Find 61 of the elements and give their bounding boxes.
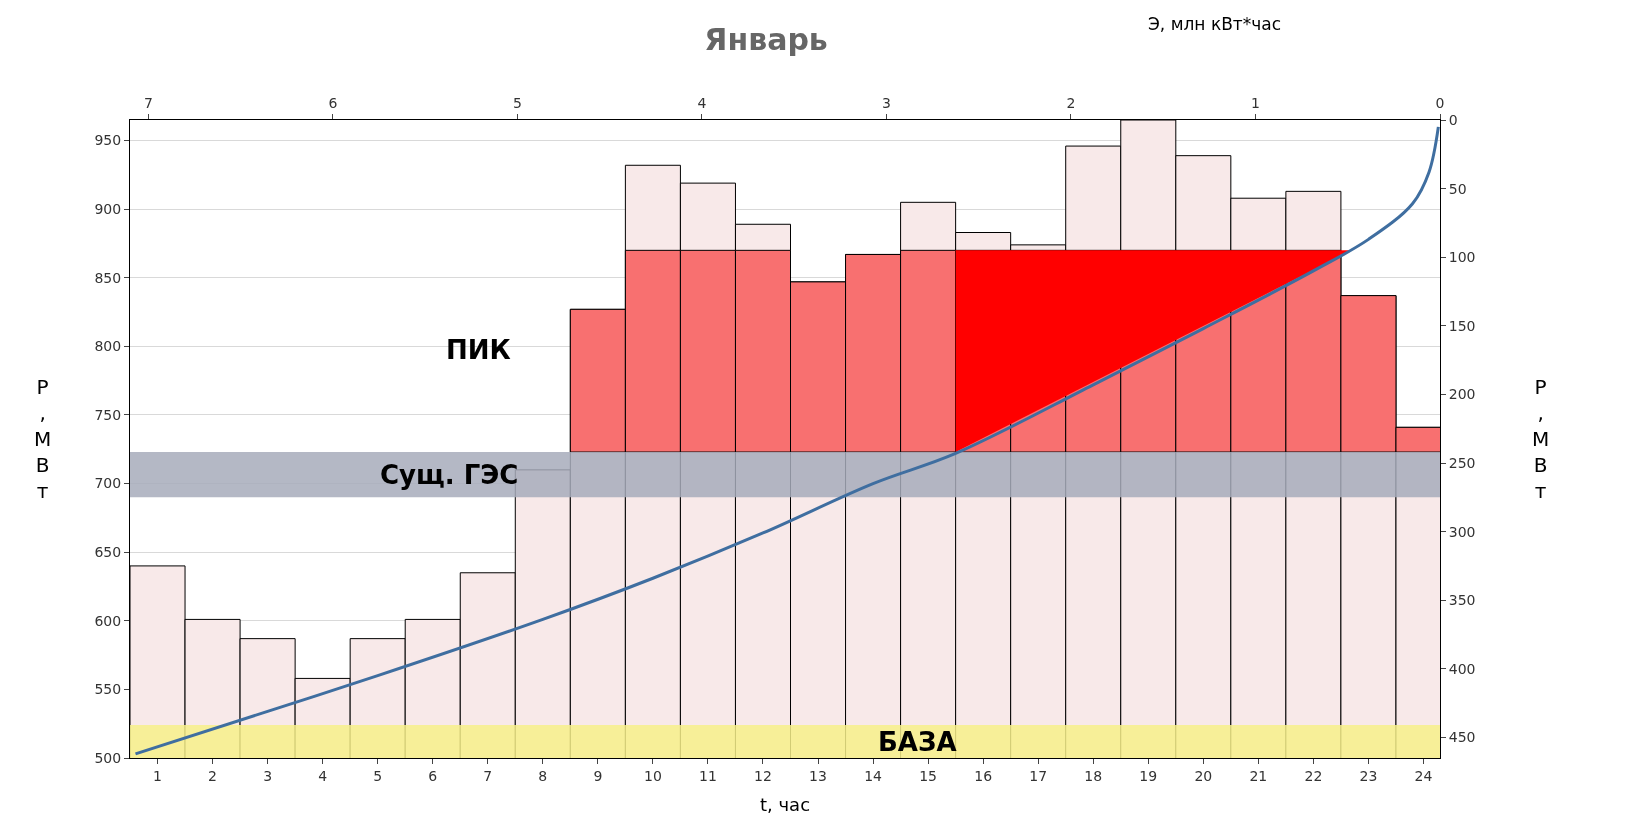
y2-axis-title: Р, МВт <box>1532 375 1550 503</box>
x-tick-label: 13 <box>809 767 827 784</box>
line-series <box>134 125 1440 756</box>
y-tick-label: 900 <box>94 201 122 218</box>
band-label: Сущ. ГЭС <box>380 460 519 490</box>
x-tick-label: 23 <box>1359 767 1378 784</box>
y-axis-title: Р, МВт <box>34 375 52 503</box>
y-tick-label: 700 <box>94 475 122 492</box>
x-tick-label: 21 <box>1249 767 1268 784</box>
y2-tick-label: 200 <box>1448 386 1476 403</box>
x-tick-label: 24 <box>1414 767 1433 784</box>
y2-tick-label: 300 <box>1448 523 1476 540</box>
y2-tick-label: 350 <box>1448 592 1476 609</box>
x-tick-label: 12 <box>754 767 772 784</box>
x-tick-label: 11 <box>699 767 717 784</box>
x2-tick-label: 1 <box>1251 95 1260 112</box>
x-tick-label: 5 <box>373 767 383 784</box>
y2-tick-label: 50 <box>1448 180 1467 197</box>
y-tick-label: 850 <box>94 269 122 286</box>
x-tick-label: 15 <box>919 767 938 784</box>
x2-axis-title: Э, млн кВт*час <box>1148 14 1282 34</box>
x-tick-label: 3 <box>263 767 273 784</box>
y-tick-label: 550 <box>94 681 122 698</box>
x-axis-title: t, час <box>759 793 811 815</box>
x2-tick-label: 5 <box>513 95 522 112</box>
x-tick-label: 1 <box>153 767 162 784</box>
y-tick-label: 500 <box>94 749 122 766</box>
x2-tick-label: 6 <box>328 95 338 112</box>
annotation: ПИК <box>446 335 511 365</box>
y2-tick-label: 250 <box>1448 454 1476 471</box>
y-tick-label: 950 <box>94 132 122 149</box>
x-tick-label: 14 <box>864 767 883 784</box>
x-tick-label: 16 <box>974 767 993 784</box>
x-tick-label: 2 <box>208 767 218 784</box>
x-tick-label: 4 <box>318 767 328 784</box>
x-tick-label: 10 <box>643 767 662 784</box>
x2-tick-label: 3 <box>882 95 891 112</box>
chart-title: Январь <box>704 22 828 58</box>
x-tick-label: 7 <box>483 767 493 784</box>
y2-tick-label: 450 <box>1448 729 1476 746</box>
x-tick-label: 9 <box>593 767 603 784</box>
x2-tick-label: 7 <box>143 95 153 112</box>
x-tick-label: 22 <box>1304 767 1323 784</box>
x-tick-label: 6 <box>428 767 438 784</box>
band-label: БАЗА <box>878 727 957 757</box>
y-tick-label: 600 <box>94 612 122 629</box>
x2-tick-label: 2 <box>1066 95 1076 112</box>
y-tick-label: 750 <box>94 406 122 423</box>
x2-tick-label: 0 <box>1435 95 1445 112</box>
y-tick-label: 650 <box>94 544 122 561</box>
x-tick-label: 17 <box>1029 767 1048 784</box>
y2-tick-label: 150 <box>1448 317 1476 334</box>
y-tick-label: 800 <box>94 338 122 355</box>
x-tick-label: 19 <box>1139 767 1158 784</box>
y2-tick-label: 400 <box>1448 660 1476 677</box>
x2-tick-label: 4 <box>697 95 707 112</box>
y2-tick-label: 0 <box>1448 111 1458 128</box>
x-tick-label: 8 <box>538 767 548 784</box>
x-tick-label: 18 <box>1084 767 1103 784</box>
y2-tick-label: 100 <box>1448 249 1476 266</box>
x-tick-label: 20 <box>1194 767 1213 784</box>
